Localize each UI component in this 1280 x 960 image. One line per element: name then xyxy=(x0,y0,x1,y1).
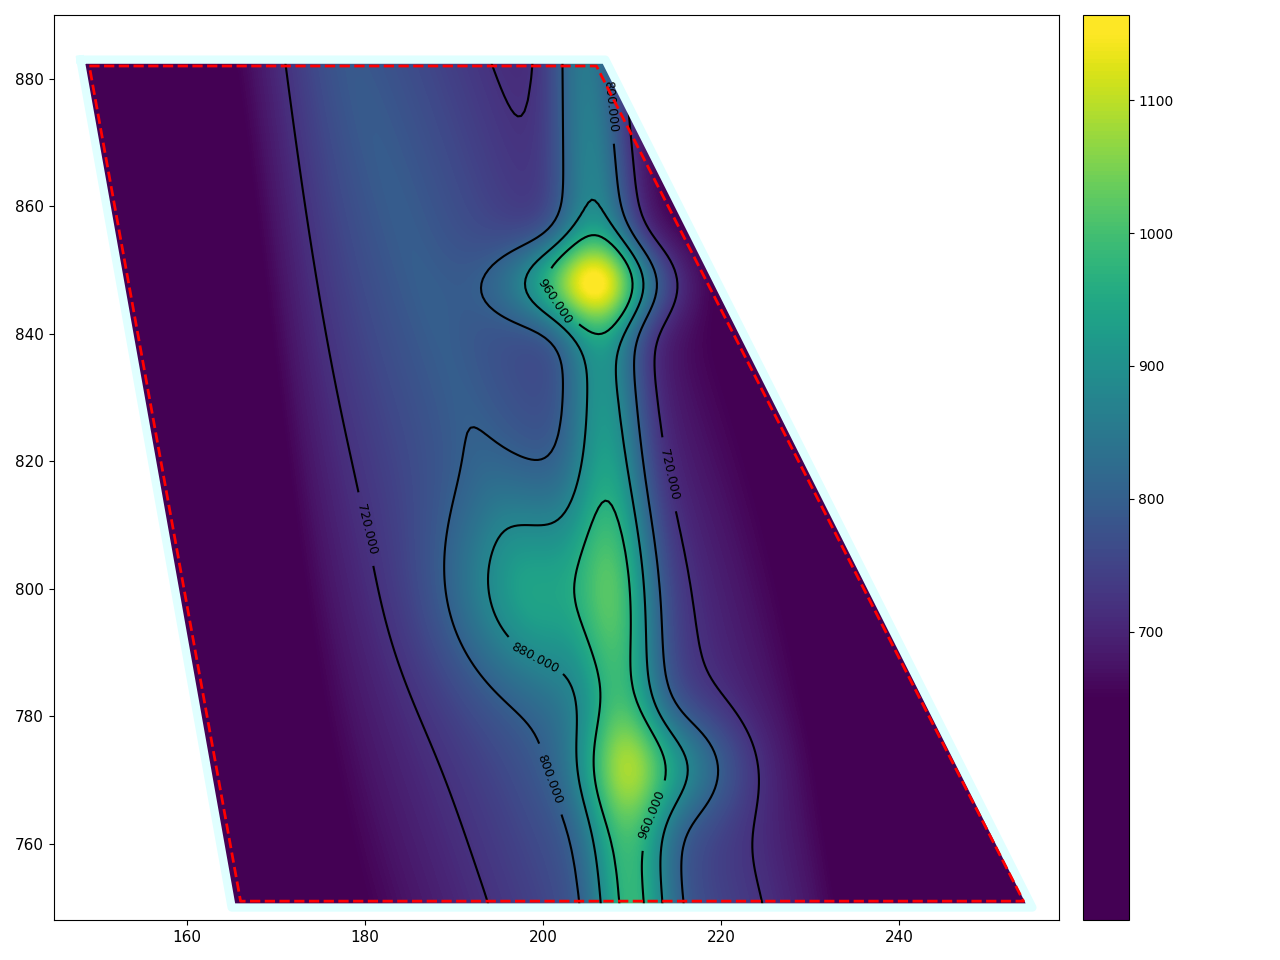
Text: 800.000: 800.000 xyxy=(535,753,564,805)
Text: 960.000: 960.000 xyxy=(534,276,573,326)
Text: 800.000: 800.000 xyxy=(602,80,620,132)
Text: 720.000: 720.000 xyxy=(353,502,379,556)
Text: 720.000: 720.000 xyxy=(657,447,681,501)
Text: 960.000: 960.000 xyxy=(636,788,668,842)
Text: 880.000: 880.000 xyxy=(508,640,561,676)
